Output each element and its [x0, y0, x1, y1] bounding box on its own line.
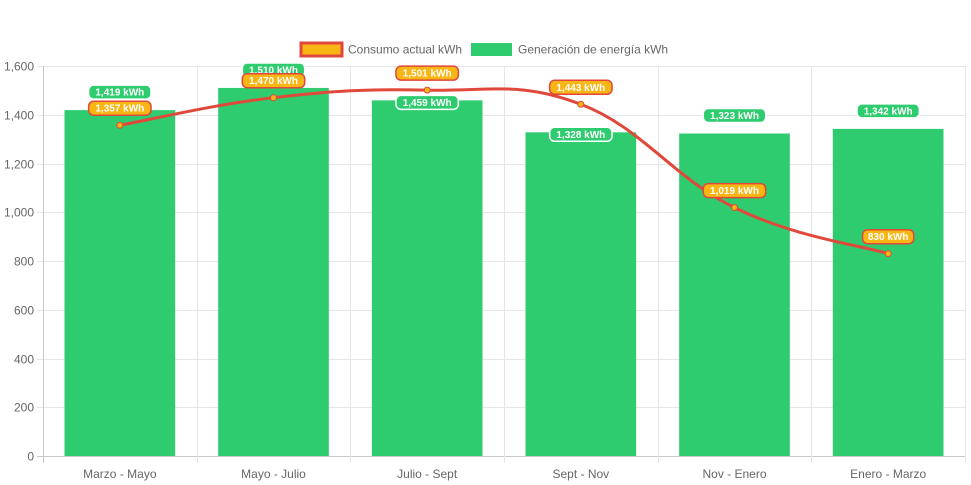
line-label-bg	[702, 182, 767, 199]
line-label-text: 1,019 kWh	[710, 186, 759, 197]
line-label-text: 830 kWh	[868, 232, 909, 243]
line-label: 1,019 kWh	[702, 182, 767, 199]
bar-label: 1,459 kWh	[395, 94, 460, 111]
line-label-text: 1,357 kWh	[95, 104, 144, 115]
y-tick-label: 600	[14, 304, 34, 318]
bar[interactable]	[218, 87, 329, 456]
consumption-line	[116, 86, 892, 258]
y-tick-label: 0	[27, 450, 34, 464]
line-point[interactable]	[577, 100, 585, 108]
bar-label: 1,342 kWh	[856, 103, 921, 119]
line-label: 1,501 kWh	[395, 65, 460, 81]
legend-item-consumo[interactable]: Consumo actual kWh	[299, 41, 462, 58]
bar-label-bg	[856, 103, 921, 119]
bar-label: 1,419 kWh	[87, 84, 152, 100]
bar-label-text: 1,510 kWh	[249, 65, 298, 76]
line-point[interactable]	[731, 204, 738, 212]
bar[interactable]	[64, 110, 176, 457]
line-point[interactable]	[116, 121, 124, 129]
line-label-text: 1,501 kWh	[403, 69, 452, 80]
legend-label-consumo: Consumo actual kWh	[348, 43, 462, 57]
y-tick-label: 1,400	[4, 109, 34, 123]
bar-label-bg	[395, 94, 460, 111]
bar[interactable]	[679, 133, 790, 457]
line-label: 1,470 kWh	[241, 72, 306, 89]
line-label: 830 kWh	[861, 228, 915, 245]
line-label: 1,357 kWh	[87, 100, 152, 116]
y-tick-label: 1,200	[4, 158, 34, 172]
bar-label-bg	[548, 126, 613, 143]
line-label-bg	[861, 228, 915, 245]
bar[interactable]	[371, 100, 483, 457]
line-label-bg	[548, 79, 613, 96]
bar-label: 1,328 kWh	[548, 126, 613, 143]
line-label-text: 1,470 kWh	[249, 76, 298, 87]
line-label-bg	[395, 65, 460, 81]
line-label-bg	[87, 100, 152, 116]
legend-swatch-generacion	[471, 43, 512, 56]
bar-label: 1,323 kWh	[702, 107, 767, 124]
bar-label-bg	[87, 84, 152, 100]
generation-bars	[64, 87, 944, 457]
bar[interactable]	[832, 128, 944, 456]
line-label-bg	[241, 72, 306, 89]
y-tick-label: 400	[14, 353, 34, 367]
x-tick-label: Nov - Enero	[702, 467, 766, 481]
bar-label-text: 1,342 kWh	[864, 106, 913, 117]
legend-item-generacion[interactable]: Generación de energía kWh	[471, 43, 668, 57]
bar-label-text: 1,328 kWh	[556, 130, 605, 141]
y-tick-label: 1,600	[4, 60, 34, 74]
x-axis-ticks: Marzo - Mayo Mayo - Julio Julio - Sept Sept…	[83, 467, 926, 481]
consumption-line-path	[119, 87, 889, 256]
bar-label-text: 1,419 kWh	[95, 88, 144, 99]
x-tick-label: Marzo - Mayo	[83, 467, 157, 481]
legend: Consumo actual kWh Generación de energía…	[299, 41, 668, 58]
line-point[interactable]	[270, 94, 277, 102]
bar-label-bg	[702, 107, 767, 124]
x-tick-label: Sept - Nov	[552, 467, 609, 481]
line-point[interactable]	[884, 250, 892, 258]
bar-label-text: 1,459 kWh	[403, 98, 452, 109]
legend-label-generacion: Generación de energía kWh	[518, 43, 668, 57]
x-tick-label: Julio - Sept	[397, 467, 458, 481]
x-tick-label: Enero - Marzo	[850, 467, 926, 481]
grid-lines	[37, 66, 966, 463]
y-tick-label: 800	[14, 255, 34, 269]
bar[interactable]	[525, 132, 637, 457]
y-tick-label: 1,000	[4, 206, 34, 220]
y-tick-label: 200	[14, 401, 34, 415]
line-label-text: 1,443 kWh	[556, 83, 605, 94]
y-axis-ticks: 0 200 400 600 800 1,000 1,200 1,400 1,600	[4, 60, 34, 464]
bar-label-text: 1,323 kWh	[710, 111, 759, 122]
data-labels: 1,419 kWh 1,510 kWh 1,459 kWh 1,328 kWh 1,32…	[87, 62, 921, 245]
legend-swatch-consumo	[299, 41, 344, 58]
line-point[interactable]	[423, 86, 431, 94]
x-tick-label: Mayo - Julio	[241, 467, 306, 481]
line-label: 1,443 kWh	[548, 79, 613, 96]
